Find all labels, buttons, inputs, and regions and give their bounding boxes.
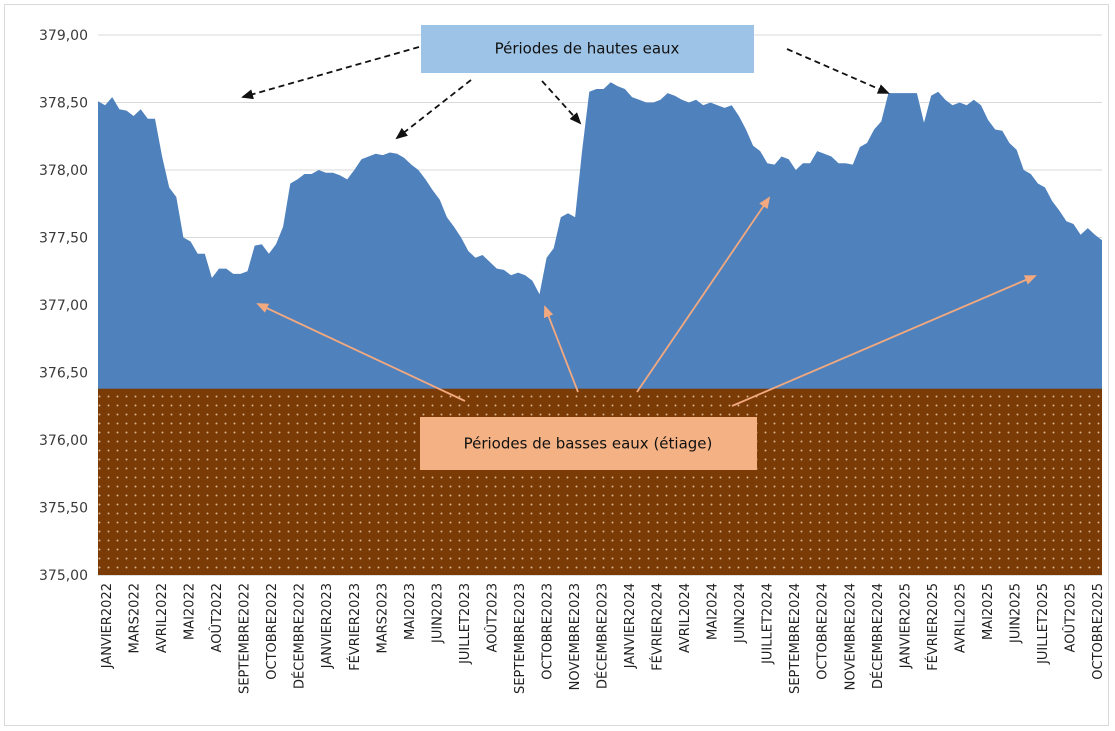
x-tick-label: JUIN2023 bbox=[430, 583, 445, 644]
x-tick-label: OCTOBRE2025 bbox=[1091, 583, 1106, 680]
y-tick-label: 375,50 bbox=[39, 501, 88, 517]
high-water-arrow bbox=[241, 46, 420, 100]
x-tick-label: AVRIL2022 bbox=[155, 583, 170, 653]
y-axis-ticks: 379,00 378,50 378,00 377,50 377,00 376,50 376,… bbox=[39, 28, 88, 584]
y-tick-label: 378,50 bbox=[39, 96, 88, 112]
x-tick-label: JUILLET2025 bbox=[1036, 583, 1051, 665]
x-tick-label: DÉCEMBRE2022 bbox=[292, 583, 308, 689]
x-tick-label: FÉVRIER2024 bbox=[650, 583, 666, 671]
x-tick-label: MAI2024 bbox=[706, 583, 721, 640]
x-tick-label: JANVIER2022 bbox=[100, 583, 115, 669]
low-water-band-fill bbox=[98, 388, 1102, 575]
x-tick-label: MAI2023 bbox=[403, 583, 418, 640]
x-tick-label: SEPTEMBRE2022 bbox=[238, 583, 253, 694]
y-tick-label: 375,00 bbox=[39, 568, 88, 584]
x-tick-label: JUILLET2023 bbox=[458, 583, 473, 665]
chart-frame: 379,00 378,50 378,00 377,50 377,00 376,50 376,… bbox=[4, 4, 1109, 726]
groundwater-level-chart: 379,00 378,50 378,00 377,50 377,00 376,50 376,… bbox=[39, 25, 1106, 694]
x-tick-label: MARS2023 bbox=[375, 583, 390, 653]
low-water-arrow bbox=[731, 275, 1037, 407]
x-tick-label: OCTOBRE2023 bbox=[540, 583, 555, 680]
high-water-callout-box bbox=[421, 25, 754, 73]
x-tick-label: FÉVRIER2023 bbox=[347, 583, 363, 671]
x-axis-ticks: JANVIER2022 MARS2022 AVRIL2022 MAI2022 AOÛT2… bbox=[100, 583, 1106, 694]
x-tick-label: JUIN2024 bbox=[733, 583, 748, 644]
x-tick-label: NOVEMBRE2024 bbox=[843, 583, 858, 690]
low-water-callout-label: Périodes de basses eaux (étiage) bbox=[464, 435, 713, 453]
x-tick-label: FÉVRIER2025 bbox=[925, 583, 941, 671]
x-tick-label: SEPTEMBRE2023 bbox=[513, 583, 528, 694]
x-tick-label: DÉCEMBRE2024 bbox=[870, 583, 886, 689]
x-tick-label: OCTOBRE2022 bbox=[265, 583, 280, 680]
x-tick-label: JANVIER2025 bbox=[898, 583, 913, 669]
low-water-arrow bbox=[543, 305, 579, 393]
low-water-arrow bbox=[256, 303, 466, 402]
low-water-arrow bbox=[636, 196, 771, 393]
y-tick-label: 376,00 bbox=[39, 433, 88, 449]
y-tick-label: 377,00 bbox=[39, 298, 88, 314]
high-water-callout-label: Périodes de hautes eaux bbox=[495, 40, 680, 58]
high-water-arrow bbox=[395, 79, 472, 140]
x-tick-label: JANVIER2024 bbox=[623, 583, 638, 669]
x-tick-label: OCTOBRE2024 bbox=[816, 583, 831, 680]
x-tick-label: MAI2022 bbox=[183, 583, 198, 640]
x-tick-label: AOÛT2022 bbox=[209, 583, 225, 652]
x-tick-label: AVRIL2025 bbox=[953, 583, 968, 653]
y-tick-label: 379,00 bbox=[39, 28, 88, 44]
low-water-band bbox=[98, 388, 1102, 575]
x-tick-label: DÉCEMBRE2023 bbox=[595, 583, 611, 689]
y-tick-label: 378,00 bbox=[39, 163, 88, 179]
x-tick-label: JANVIER2023 bbox=[320, 583, 335, 669]
low-water-callout-box bbox=[420, 417, 757, 470]
y-tick-label: 377,50 bbox=[39, 231, 88, 247]
x-tick-label: MAI2025 bbox=[981, 583, 996, 640]
x-tick-label: MARS2022 bbox=[128, 583, 143, 653]
x-tick-label: AOÛT2023 bbox=[484, 583, 500, 652]
x-tick-label: SEPTEMBRE2024 bbox=[788, 583, 803, 694]
x-tick-label: JUILLET2024 bbox=[761, 583, 776, 665]
y-tick-label: 376,50 bbox=[39, 366, 88, 382]
x-tick-label: JUIN2025 bbox=[1008, 583, 1023, 644]
high-water-arrow bbox=[786, 48, 890, 94]
x-tick-label: NOVEMBRE2023 bbox=[568, 583, 583, 690]
x-tick-label: AVRIL2024 bbox=[678, 583, 693, 653]
annotations: Périodes de hautes eaux Périodes de basse… bbox=[241, 25, 1037, 470]
x-tick-label: AOÛT2025 bbox=[1063, 583, 1079, 652]
